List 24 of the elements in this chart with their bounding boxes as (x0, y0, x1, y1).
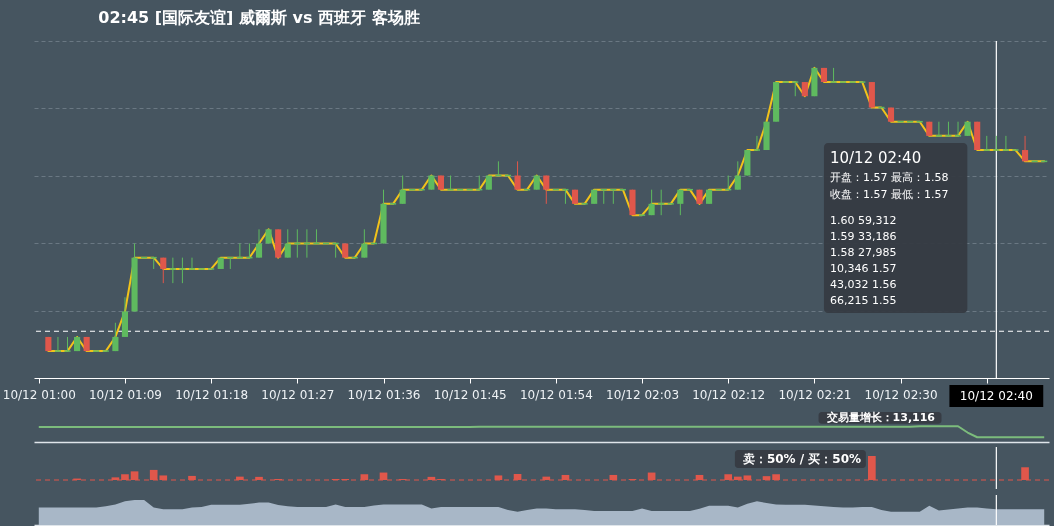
x-tick-label: 10/12 01:45 (433, 387, 507, 402)
annotation: 10/12 02:40 (829, 149, 922, 167)
text: 交易量增长：13,116 (825, 410, 936, 424)
annotation: 卖：50% / 买：50% (742, 452, 862, 466)
x-tick-label: 10/12 01:09 (88, 387, 162, 402)
x-tick-label: 10/12 01:18 (175, 387, 249, 402)
annotation: 43,032 1.56 (829, 278, 897, 291)
x-tick-label: 10/12 02:12 (692, 387, 766, 402)
annotation: 66,215 1.55 (829, 294, 897, 307)
chart-title: 02:45 [国际友谊] 威爾斯 vs 西班牙 客场胜 (98, 8, 420, 28)
x-tick-label: 10/12 02:30 (864, 387, 938, 402)
annotation: 开盘：1.57 最高：1.58 (829, 171, 949, 184)
x-tick-label: 10/12 02:21 (778, 387, 852, 402)
x-tick-label: 10/12 02:40 (959, 389, 1033, 403)
x-tick-label: 10/12 01:36 (347, 387, 421, 402)
x-tick-label: 10/12 02:03 (606, 387, 680, 402)
annotation: 收盘：1.57 最低：1.57 (829, 188, 949, 201)
annotation: 1.59 33,186 (829, 230, 897, 243)
x-tick-label: 10/12 01:00 (2, 387, 76, 402)
x-tick-label: 10/12 01:54 (519, 387, 593, 402)
annotation: 1.58 27,985 (829, 246, 897, 259)
annotation: 10,346 1.57 (829, 262, 897, 275)
annotation: 1.60 59,312 (829, 214, 897, 227)
x-tick-label: 10/12 01:27 (261, 387, 335, 402)
